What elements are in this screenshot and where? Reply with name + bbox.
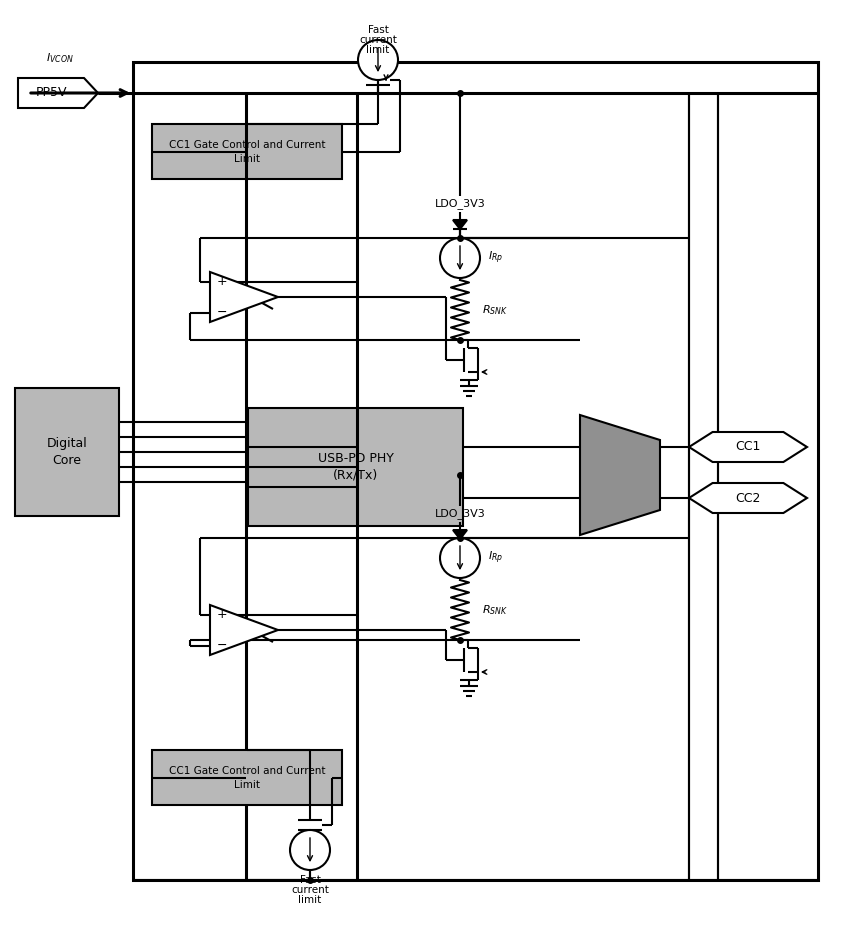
Text: PP5V: PP5V bbox=[36, 87, 68, 99]
Text: +: + bbox=[216, 275, 227, 288]
Polygon shape bbox=[452, 220, 467, 229]
Text: Core: Core bbox=[52, 453, 81, 467]
Text: LDO_3V3: LDO_3V3 bbox=[434, 509, 484, 520]
Bar bbox=[152, 750, 342, 805]
Circle shape bbox=[440, 538, 479, 578]
Text: $I_{Rp}$: $I_{Rp}$ bbox=[488, 550, 503, 567]
Text: $I_{VCON}$: $I_{VCON}$ bbox=[46, 51, 73, 65]
Text: CC2: CC2 bbox=[734, 492, 760, 505]
Text: (Rx/Tx): (Rx/Tx) bbox=[333, 468, 377, 482]
Text: −: − bbox=[217, 639, 227, 652]
Text: current: current bbox=[290, 885, 328, 895]
Text: limit: limit bbox=[298, 895, 322, 905]
Text: CC1 Gate Control and Current: CC1 Gate Control and Current bbox=[169, 766, 325, 775]
Polygon shape bbox=[18, 78, 98, 108]
Text: $R_{SNK}$: $R_{SNK}$ bbox=[481, 603, 507, 617]
Text: LDO_3V3: LDO_3V3 bbox=[434, 198, 484, 209]
Text: Digital: Digital bbox=[46, 438, 87, 451]
Polygon shape bbox=[688, 483, 806, 513]
Text: Limit: Limit bbox=[234, 781, 260, 790]
Bar bbox=[152, 124, 342, 179]
Text: USB-PD PHY: USB-PD PHY bbox=[317, 453, 393, 466]
Text: −: − bbox=[217, 306, 227, 319]
Text: limit: limit bbox=[366, 45, 389, 55]
Text: Fast: Fast bbox=[367, 25, 388, 35]
Text: current: current bbox=[359, 35, 397, 45]
Text: Limit: Limit bbox=[234, 154, 260, 165]
Polygon shape bbox=[452, 530, 467, 539]
Bar bbox=[133, 62, 817, 880]
Polygon shape bbox=[210, 605, 278, 655]
Text: +: + bbox=[216, 608, 227, 621]
Bar bbox=[247, 408, 463, 526]
Polygon shape bbox=[210, 272, 278, 322]
Circle shape bbox=[440, 238, 479, 278]
Circle shape bbox=[289, 830, 330, 870]
Text: $R_{SNK}$: $R_{SNK}$ bbox=[481, 303, 507, 317]
Text: CC1: CC1 bbox=[734, 440, 760, 453]
Text: Fast: Fast bbox=[300, 875, 320, 885]
Text: $I_{Rp}$: $I_{Rp}$ bbox=[488, 250, 503, 266]
Polygon shape bbox=[688, 432, 806, 462]
Text: CC1 Gate Control and Current: CC1 Gate Control and Current bbox=[169, 139, 325, 150]
Circle shape bbox=[358, 40, 398, 80]
Polygon shape bbox=[579, 415, 659, 535]
Bar bbox=[15, 388, 119, 516]
